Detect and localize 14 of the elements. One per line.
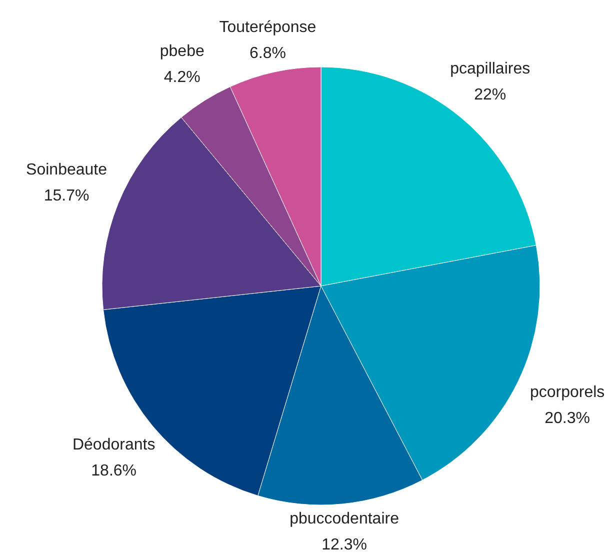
slice-label: pcapillaires <box>450 60 530 78</box>
slice-label: Soinbeaute <box>26 161 108 178</box>
data-label: 18.6% <box>91 462 137 480</box>
data-label: 12.3% <box>322 536 367 554</box>
slice-label: Déodorants <box>72 436 156 454</box>
data-label: 15.7% <box>44 187 90 204</box>
data-label: 4.2% <box>164 68 200 86</box>
slice-label: pbebe <box>160 42 204 60</box>
data-label: 6.8% <box>250 45 286 62</box>
slice-label: pcorporels <box>530 384 605 401</box>
slice-label: pbuccodentaire <box>290 510 400 528</box>
data-label: 22% <box>474 86 506 104</box>
slice-label: Touteréponse <box>219 19 316 36</box>
data-label: 20.3% <box>544 410 590 427</box>
